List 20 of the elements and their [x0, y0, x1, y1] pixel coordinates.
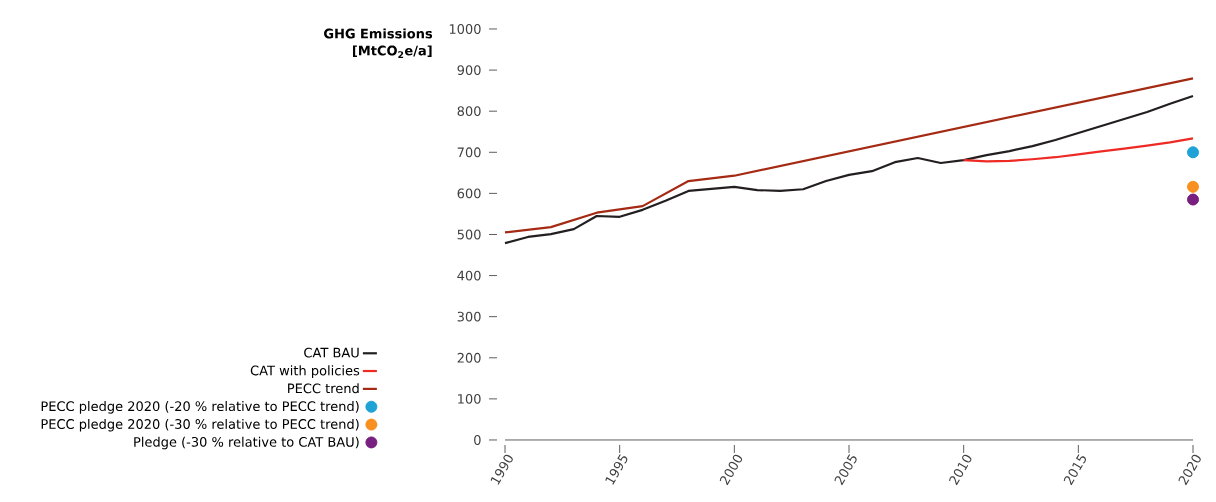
y-tick-label: 200	[457, 352, 481, 363]
y-axis-title: GHG Emissions [MtCO$_{2}$e/a]	[324, 28, 433, 58]
y-tick-label: 1000	[449, 24, 481, 34]
y-tick-label: 500	[457, 229, 481, 240]
y-tick-label: 100	[458, 393, 481, 404]
y-tick-label: 0	[474, 435, 481, 445]
legend-label: CAT with policies	[250, 365, 360, 378]
y-tick-label: 900	[457, 65, 481, 75]
legend-label: PECC trend	[288, 383, 359, 394]
legend-label: PECC pledge 2020 (-30 % relative to PECC trend)	[41, 418, 359, 432]
y-tick-label: 700	[457, 147, 481, 158]
y-tick-label: 300	[457, 311, 481, 322]
y-tick-label: 400	[457, 270, 481, 281]
line-series	[503, 77, 1195, 234]
y-tick-label: 600	[457, 188, 481, 199]
legend-label: Pledge (-30 % relative to CAT BAU)	[134, 436, 359, 450]
y-tick-label: 800	[457, 106, 481, 117]
line-series	[962, 137, 1195, 163]
legend-label: PECC pledge 2020 (-20 % relative to PECC trend)	[41, 401, 359, 414]
legend-label: CAT BAU	[304, 347, 359, 358]
